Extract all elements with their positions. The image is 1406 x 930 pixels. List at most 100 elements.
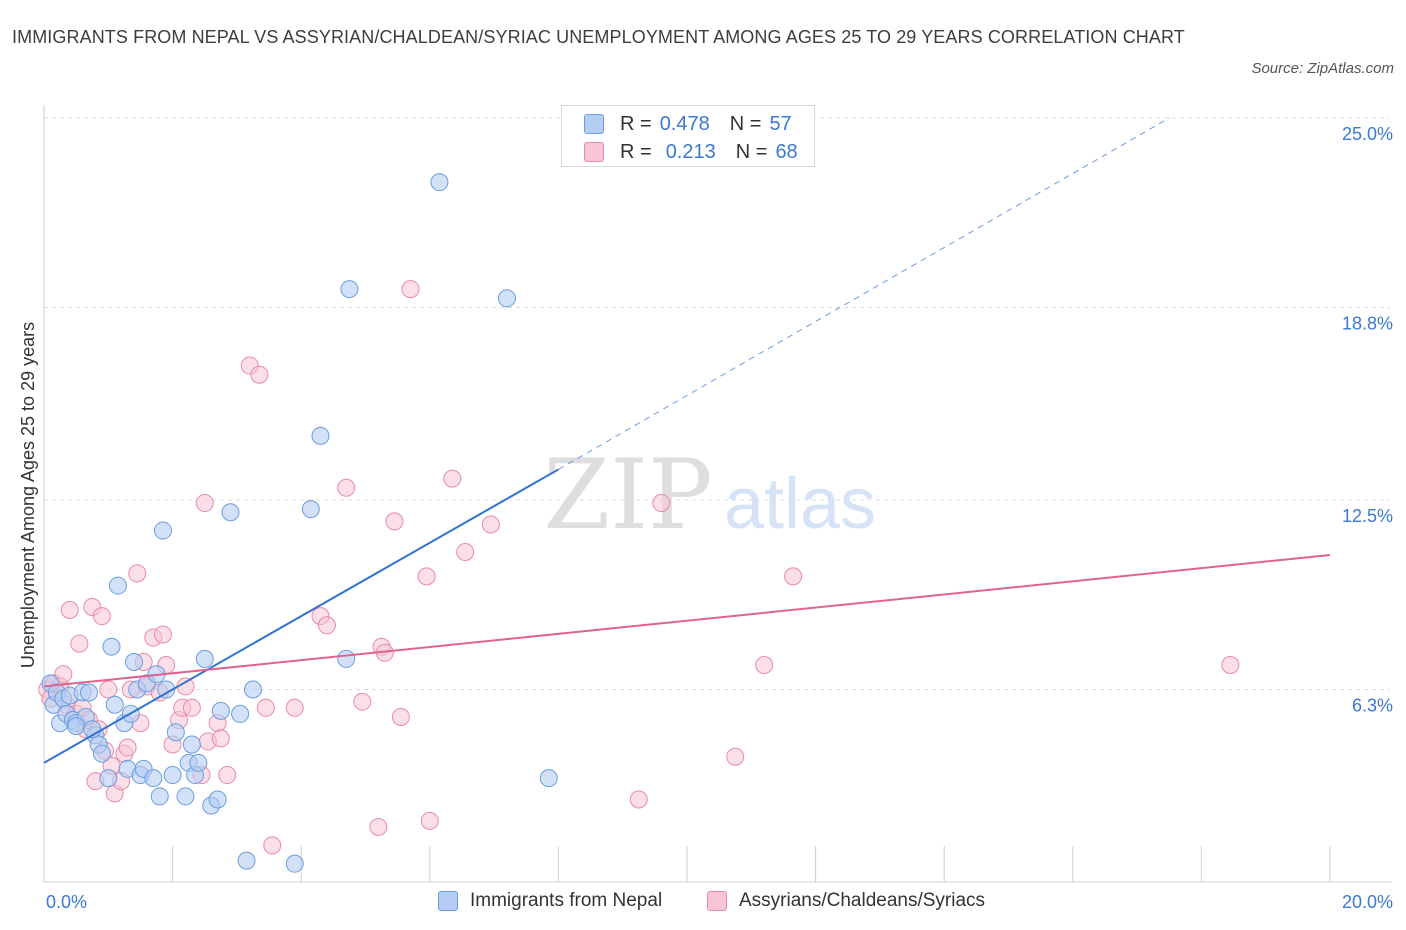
watermark-atlas: atlas [724, 464, 876, 544]
nepal-point[interactable] [102, 637, 121, 656]
nepal-point[interactable] [150, 787, 169, 806]
trend-lines [43, 117, 1331, 764]
assyrian-point[interactable] [250, 365, 269, 384]
n-label: N = [729, 112, 762, 135]
nepal-point[interactable] [208, 790, 227, 809]
assyrian-point[interactable] [401, 280, 420, 299]
stats-legend: R = 0.478 N = 57 R = 0.213 N = 68 [561, 105, 815, 167]
nepal-point[interactable] [285, 854, 304, 873]
assyrian-point[interactable] [629, 790, 648, 809]
nepal-trend-extension [558, 117, 1170, 470]
y-tick-label-1: 12.5% [1342, 506, 1393, 526]
assyrian-point[interactable] [211, 729, 230, 748]
assyrian-point[interactable] [70, 634, 89, 653]
nepal-point[interactable] [157, 680, 176, 699]
x-tick-label-end: 20.0% [1342, 892, 1393, 912]
nepal-point[interactable] [243, 680, 262, 699]
assyrian-point[interactable] [443, 469, 462, 488]
legend-item-nepal[interactable]: Immigrants from Nepal [438, 890, 662, 912]
nepal-point[interactable] [195, 649, 214, 668]
assyrian-point[interactable] [481, 515, 500, 534]
assyrian-points [38, 280, 1240, 855]
assyrian-point[interactable] [1221, 656, 1240, 675]
legend-item-assyrian[interactable]: Assyrians/Chaldeans/Syriacs [707, 890, 985, 912]
nepal-point[interactable] [237, 851, 256, 870]
nepal-point[interactable] [153, 521, 172, 540]
y-axis-label: Unemployment Among Ages 25 to 29 years [18, 322, 38, 668]
assyrian-point[interactable] [652, 494, 671, 513]
nepal-point[interactable] [340, 280, 359, 299]
assyrian-point[interactable] [218, 766, 237, 785]
y-tick-label-3: 25.0% [1342, 124, 1393, 144]
nepal-point[interactable] [211, 701, 230, 720]
assyrian-legend-label: Assyrians/Chaldeans/Syriacs [739, 890, 986, 911]
series-legend: Immigrants from Nepal Assyrians/Chaldean… [0, 888, 1406, 916]
r-label: R = [620, 140, 652, 163]
nepal-point[interactable] [163, 766, 182, 785]
assyrian-point[interactable] [128, 564, 147, 583]
assyrian-point[interactable] [337, 478, 356, 497]
grid-lines [44, 117, 1390, 690]
r-value: 0.213 [665, 140, 716, 163]
nepal-point[interactable] [189, 753, 208, 772]
nepal-point[interactable] [80, 683, 99, 702]
nepal-point[interactable] [231, 704, 250, 723]
assyrian-point[interactable] [256, 698, 275, 717]
nepal-point[interactable] [311, 426, 330, 445]
nepal-point[interactable] [182, 735, 201, 754]
tick-labels: 6.3% 12.5% 18.8% 25.0% 0.0% 20.0% [46, 124, 1393, 912]
r-label: R = [620, 112, 652, 135]
nepal-point[interactable] [144, 769, 163, 788]
assyrian-point[interactable] [118, 738, 137, 757]
assyrian-point[interactable] [456, 542, 475, 561]
y-tick-label-0: 6.3% [1352, 695, 1393, 715]
nepal-point[interactable] [337, 649, 356, 668]
assyrian-point[interactable] [784, 567, 803, 586]
nepal-trend-line [43, 468, 559, 764]
watermark: ZIP atlas [543, 439, 876, 551]
nepal-legend-swatch [438, 891, 458, 911]
assyrian-point[interactable] [263, 836, 282, 855]
nepal-point[interactable] [430, 173, 449, 192]
assyrian-point[interactable] [417, 567, 436, 586]
chart-title: IMMIGRANTS FROM NEPAL VS ASSYRIAN/CHALDE… [12, 27, 1185, 47]
n-value: 57 [769, 112, 792, 135]
assyrian-point[interactable] [182, 698, 201, 717]
nepal-point[interactable] [539, 769, 558, 788]
y-tick-label-2: 18.8% [1342, 313, 1393, 333]
n-label: N = [735, 140, 768, 163]
legend-row-nepal: R = 0.478 N = 57 [584, 112, 792, 136]
assyrian-point[interactable] [153, 625, 172, 644]
assyrian-point[interactable] [369, 817, 388, 836]
assyrian-point[interactable] [285, 698, 304, 717]
nepal-swatch [584, 114, 604, 134]
assyrian-point[interactable] [99, 680, 118, 699]
nepal-point[interactable] [105, 695, 124, 714]
nepal-point[interactable] [108, 576, 127, 595]
nepal-point[interactable] [125, 652, 144, 671]
assyrian-point[interactable] [92, 607, 111, 626]
source-label: Source: ZipAtlas.com [1251, 60, 1394, 77]
x-tick-label-start: 0.0% [46, 892, 87, 912]
nepal-point[interactable] [166, 723, 185, 742]
assyrian-point[interactable] [420, 811, 439, 830]
nepal-point[interactable] [497, 289, 516, 308]
assyrian-point[interactable] [385, 512, 404, 531]
nepal-point[interactable] [99, 769, 118, 788]
nepal-point[interactable] [176, 787, 195, 806]
legend-row-assyrian: R = 0.213 N = 68 [584, 140, 798, 164]
nepal-point[interactable] [221, 503, 240, 522]
assyrian-point[interactable] [391, 707, 410, 726]
watermark-zip: ZIP [543, 439, 712, 551]
assyrian-point[interactable] [195, 494, 214, 513]
assyrian-point[interactable] [726, 747, 745, 766]
assyrian-point[interactable] [60, 601, 79, 620]
nepal-point[interactable] [92, 744, 111, 763]
assyrian-point[interactable] [353, 692, 372, 711]
assyrian-point[interactable] [317, 616, 336, 635]
assyrian-point[interactable] [755, 656, 774, 675]
nepal-point[interactable] [67, 717, 86, 736]
nepal-point[interactable] [301, 500, 320, 519]
assyrian-point[interactable] [54, 665, 73, 684]
